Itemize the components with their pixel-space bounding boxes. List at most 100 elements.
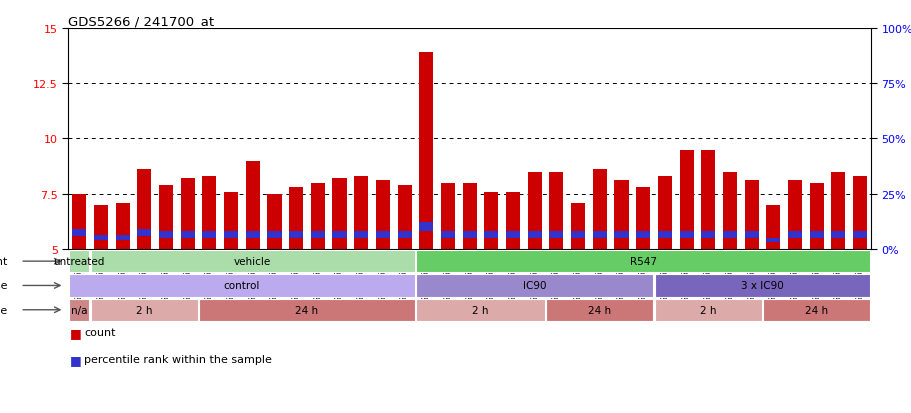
Text: 2 h: 2 h	[136, 305, 152, 315]
Bar	[94, 235, 107, 240]
FancyBboxPatch shape	[415, 299, 545, 321]
FancyBboxPatch shape	[546, 299, 652, 321]
Bar	[311, 232, 324, 238]
Bar	[787, 181, 801, 249]
Bar	[462, 183, 476, 249]
Text: untreated: untreated	[54, 256, 105, 266]
Bar	[506, 192, 519, 249]
Bar	[72, 194, 87, 249]
Bar	[224, 192, 238, 249]
Bar	[116, 235, 129, 240]
Text: 24 h: 24 h	[804, 305, 827, 315]
Bar	[94, 205, 107, 249]
Bar	[397, 232, 411, 238]
Bar	[657, 232, 671, 238]
Text: 24 h: 24 h	[588, 305, 610, 315]
Bar	[636, 188, 650, 249]
Bar	[289, 188, 302, 249]
Bar	[722, 232, 736, 238]
Bar	[419, 223, 433, 232]
FancyBboxPatch shape	[654, 275, 869, 297]
Text: agent: agent	[0, 256, 8, 266]
Bar	[657, 177, 671, 249]
Bar	[267, 194, 281, 249]
Bar	[506, 232, 519, 238]
FancyBboxPatch shape	[199, 299, 415, 321]
Bar	[180, 232, 195, 238]
Bar	[375, 232, 390, 238]
Bar	[765, 238, 780, 243]
Bar	[852, 232, 866, 238]
FancyBboxPatch shape	[69, 275, 415, 297]
Bar	[138, 230, 151, 236]
Text: vehicle: vehicle	[234, 256, 271, 266]
Bar	[397, 185, 411, 249]
Bar	[548, 172, 563, 249]
Text: IC90: IC90	[522, 281, 546, 291]
Bar	[701, 150, 714, 249]
FancyBboxPatch shape	[415, 250, 869, 273]
FancyBboxPatch shape	[90, 299, 198, 321]
Text: dose: dose	[0, 281, 8, 291]
Bar	[679, 232, 693, 238]
Bar	[72, 230, 87, 236]
Text: ■: ■	[70, 353, 82, 366]
Bar	[852, 177, 866, 249]
Bar	[116, 203, 129, 249]
Text: ■: ■	[70, 326, 82, 339]
FancyBboxPatch shape	[90, 250, 415, 273]
Bar	[353, 232, 368, 238]
Bar	[570, 203, 585, 249]
Bar	[180, 179, 195, 249]
Bar	[679, 150, 693, 249]
Bar	[289, 232, 302, 238]
Text: count: count	[84, 328, 116, 337]
Text: percentile rank within the sample: percentile rank within the sample	[84, 354, 271, 364]
FancyBboxPatch shape	[654, 299, 761, 321]
Bar	[267, 232, 281, 238]
Bar	[333, 179, 346, 249]
FancyBboxPatch shape	[69, 299, 89, 321]
Bar	[743, 181, 758, 249]
Bar	[440, 183, 455, 249]
FancyBboxPatch shape	[69, 250, 89, 273]
Bar	[722, 172, 736, 249]
Bar	[462, 232, 476, 238]
Text: 2 h: 2 h	[700, 305, 716, 315]
Text: time: time	[0, 305, 8, 315]
Bar	[809, 232, 823, 238]
Bar	[245, 161, 260, 249]
Bar	[159, 185, 173, 249]
Bar	[419, 53, 433, 249]
Bar	[592, 232, 606, 238]
Text: 24 h: 24 h	[295, 305, 318, 315]
Bar	[440, 232, 455, 238]
Bar	[614, 232, 628, 238]
Bar	[787, 232, 801, 238]
Bar	[484, 232, 498, 238]
Bar	[484, 192, 498, 249]
Bar	[570, 232, 585, 238]
Bar	[159, 232, 173, 238]
Bar	[701, 232, 714, 238]
FancyBboxPatch shape	[763, 299, 869, 321]
Bar	[202, 177, 216, 249]
Bar	[202, 232, 216, 238]
Text: GDS5266 / 241700_at: GDS5266 / 241700_at	[68, 15, 214, 28]
Text: n/a: n/a	[71, 305, 87, 315]
Bar	[831, 232, 844, 238]
Bar	[636, 232, 650, 238]
Bar	[592, 170, 606, 249]
Text: 3 x IC90: 3 x IC90	[741, 281, 783, 291]
Bar	[743, 232, 758, 238]
Bar	[527, 172, 541, 249]
Bar	[614, 181, 628, 249]
Text: R547: R547	[629, 256, 656, 266]
Bar	[831, 172, 844, 249]
FancyBboxPatch shape	[415, 275, 652, 297]
Bar	[809, 183, 823, 249]
Bar	[548, 232, 563, 238]
Bar	[375, 181, 390, 249]
Bar	[333, 232, 346, 238]
Text: 2 h: 2 h	[472, 305, 488, 315]
